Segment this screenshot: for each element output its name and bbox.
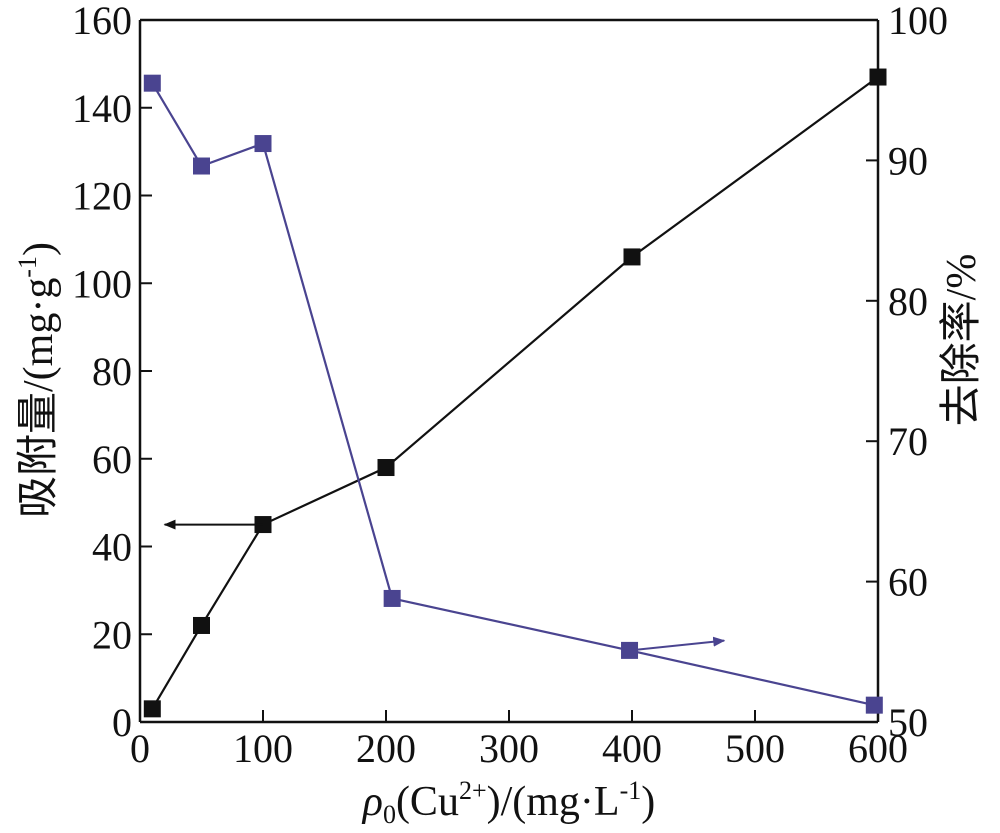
series-line-1 xyxy=(151,76,879,710)
right-y-axis-title: 去除率/% xyxy=(938,254,985,427)
x-tick-label: 400 xyxy=(602,726,662,771)
data-point-series-1 xyxy=(869,68,887,86)
data-point-series-1 xyxy=(193,616,210,634)
y2-tick-label: 80 xyxy=(888,279,928,324)
x-tick-label: 300 xyxy=(479,726,539,771)
data-point-series-1 xyxy=(377,459,395,477)
series-layer xyxy=(143,68,887,718)
x-tick-label: 100 xyxy=(233,726,293,771)
y-tick-label: 60 xyxy=(92,437,132,482)
x-tick-label: 0 xyxy=(130,726,150,771)
y2-tick-label: 70 xyxy=(888,419,928,464)
x-axis-title: ρ0(Cu2+)/(mg·L-1) xyxy=(361,776,655,829)
annotation-layer xyxy=(163,519,726,652)
data-point-series-1 xyxy=(143,700,161,718)
left-y-axis-title: 吸附量/(mg·g-1) xyxy=(13,242,62,518)
data-point-series-2 xyxy=(193,157,210,175)
plot-frame xyxy=(138,18,880,724)
y-tick-label: 140 xyxy=(72,86,132,131)
data-point-series-2 xyxy=(383,589,401,607)
right-y-axis-ticks: 50 60 70 80 90 100 xyxy=(866,0,948,745)
y2-tick-label: 100 xyxy=(888,0,948,43)
series-line-2 xyxy=(151,82,875,707)
y-tick-label: 40 xyxy=(92,525,132,570)
y2-tick-label: 90 xyxy=(888,138,928,183)
y-tick-label: 120 xyxy=(72,174,132,219)
y-tick-label: 80 xyxy=(92,349,132,394)
y2-tick-label: 60 xyxy=(888,560,928,605)
right-axis-indicator-arrow xyxy=(629,636,726,652)
y-tick-label: 0 xyxy=(112,700,132,745)
data-point-series-2 xyxy=(865,696,883,714)
data-point-series-1 xyxy=(623,248,641,266)
left-y-axis-ticks: 0 20 40 60 80 100 120 140 160 xyxy=(72,0,152,745)
x-tick-label: 500 xyxy=(725,726,785,771)
y-tick-label: 160 xyxy=(72,0,132,43)
y2-tick-label: 50 xyxy=(888,700,928,745)
x-tick-label: 600 xyxy=(848,726,908,771)
data-point-series-2 xyxy=(254,135,272,153)
x-axis-ticks: 0 100 200 300 400 500 600 xyxy=(130,710,908,771)
y-tick-label: 100 xyxy=(72,261,132,306)
data-point-series-2 xyxy=(143,74,161,92)
x-tick-label: 200 xyxy=(356,726,416,771)
y-tick-label: 20 xyxy=(92,612,132,657)
